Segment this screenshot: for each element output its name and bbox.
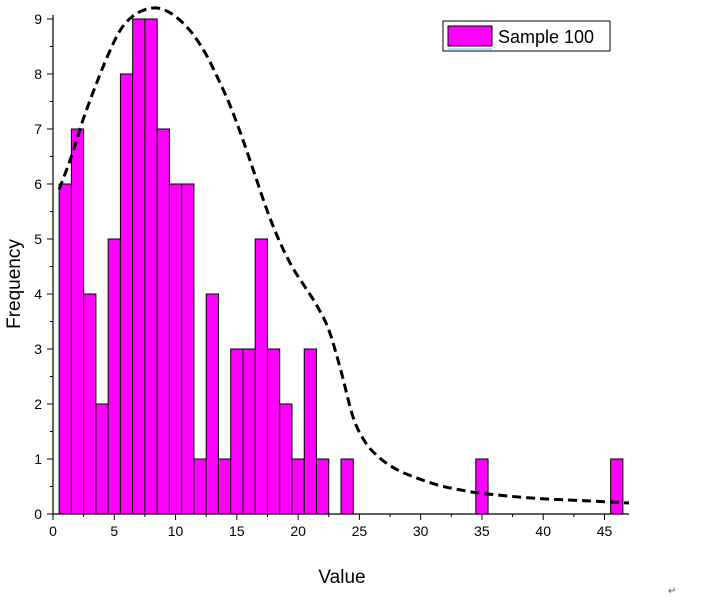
histogram-bar	[144, 18, 158, 515]
y-tick-label: 7	[34, 121, 42, 137]
histogram-bar	[95, 403, 109, 515]
histogram-bar	[279, 403, 293, 515]
x-axis-title: Value	[318, 567, 365, 588]
histogram-bar	[58, 183, 72, 515]
histogram-bar	[181, 183, 195, 515]
paragraph-mark: ↵	[668, 586, 676, 597]
legend: Sample 100	[442, 20, 611, 52]
histogram-bar	[168, 183, 183, 515]
x-tick-label: 40	[535, 523, 551, 539]
histogram-bar	[340, 458, 354, 515]
histogram-bar	[291, 458, 305, 515]
tick-marks	[47, 18, 605, 520]
y-tick-label: 0	[34, 506, 42, 522]
axes	[52, 15, 629, 515]
histogram-bar	[156, 128, 170, 515]
histogram-bar	[107, 238, 121, 515]
x-tick-label: 35	[474, 523, 490, 539]
histogram-bar	[303, 348, 317, 515]
x-tick-label: 5	[110, 523, 118, 539]
fit-curve	[57, 6, 630, 505]
y-tick-label: 6	[34, 176, 42, 192]
legend-swatch	[447, 25, 493, 47]
y-tick-label: 3	[34, 341, 42, 357]
histogram-bar	[205, 293, 219, 515]
y-axis-title: Frequency	[4, 239, 25, 329]
histogram-bar	[315, 458, 330, 515]
y-tick-label: 1	[34, 451, 42, 467]
x-tick-label: 30	[413, 523, 429, 539]
y-tick-label: 9	[34, 11, 42, 27]
histogram-bar	[193, 458, 207, 515]
histogram-bar	[475, 458, 489, 515]
x-tick-label: 15	[229, 523, 245, 539]
x-tick-label: 45	[597, 523, 613, 539]
histogram-bar	[266, 348, 281, 515]
x-tick-label: 20	[290, 523, 306, 539]
histogram-bar	[132, 18, 146, 515]
y-tick-label: 4	[34, 286, 42, 302]
y-tick-label: 2	[34, 396, 42, 412]
legend-label: Sample 100	[498, 27, 594, 47]
histogram-bar	[217, 458, 232, 515]
histogram-bar	[230, 348, 244, 515]
histogram-bar	[610, 458, 624, 515]
histogram-bar	[70, 128, 85, 515]
x-tick-label: 10	[168, 523, 184, 539]
x-tick-label: 25	[352, 523, 368, 539]
y-tick-label: 8	[34, 66, 42, 82]
x-tick-label: 0	[49, 523, 57, 539]
histogram-bar	[254, 238, 268, 515]
histogram-bars	[58, 18, 624, 515]
histogram-bar	[83, 293, 97, 515]
histogram-bar	[242, 348, 256, 515]
histogram-bar	[119, 73, 134, 515]
y-tick-label: 5	[34, 231, 42, 247]
